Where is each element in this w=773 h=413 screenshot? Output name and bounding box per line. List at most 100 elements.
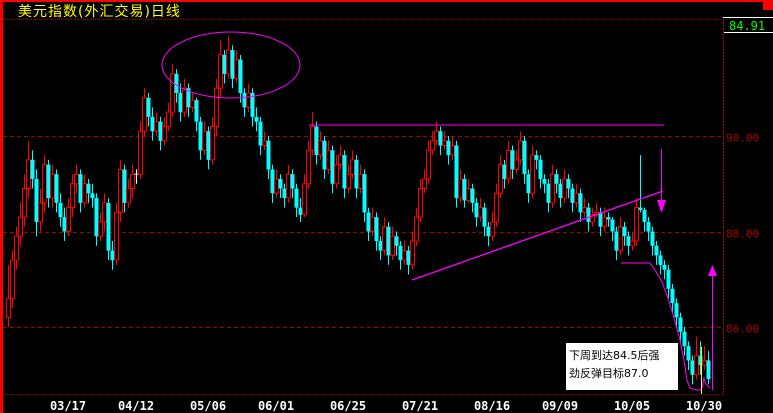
candle-body-up — [514, 159, 519, 170]
annotation-line-2: 劲反弹目标87.0 — [569, 367, 649, 380]
candle — [682, 327, 687, 356]
candle — [70, 174, 75, 218]
candle — [294, 183, 299, 218]
candle — [130, 164, 135, 199]
candle-body-down — [174, 73, 179, 94]
candle — [74, 164, 79, 194]
candle — [314, 121, 319, 165]
candle-body-up — [402, 250, 407, 261]
candle-body-down — [158, 121, 163, 141]
candle — [706, 350, 711, 385]
candle — [310, 112, 315, 156]
candle-body-up — [634, 207, 639, 242]
candle-body-down — [366, 212, 371, 232]
candle — [566, 174, 571, 199]
candle — [382, 217, 387, 256]
candle — [482, 202, 487, 237]
candle — [690, 355, 695, 385]
candle-body-up — [434, 130, 439, 142]
candle-body-down — [298, 207, 303, 215]
candle-body-up — [286, 173, 291, 199]
candle — [126, 178, 131, 208]
candle — [598, 207, 603, 237]
candle — [246, 83, 251, 113]
candle-body-down — [266, 140, 271, 170]
candle-body-up — [310, 125, 315, 151]
candle — [46, 159, 51, 208]
candle-body-down — [438, 131, 443, 146]
candle — [374, 212, 379, 251]
candle — [238, 54, 243, 103]
candle — [462, 174, 467, 208]
candle-body-up — [274, 178, 279, 194]
current-price-label: 84.91 — [723, 17, 773, 33]
candle-body-down — [482, 207, 487, 227]
candle-body-up — [466, 188, 471, 201]
candle-body-down — [686, 346, 691, 361]
candle — [666, 264, 671, 299]
candle — [574, 183, 579, 208]
candle — [198, 116, 203, 160]
y-tick-label: 86.00 — [726, 323, 759, 336]
candle-body-up — [390, 235, 395, 256]
candle — [26, 140, 31, 199]
candle — [230, 45, 235, 89]
candle — [554, 169, 559, 194]
candle-body-up — [74, 173, 79, 185]
candle-body-down — [690, 360, 695, 375]
candle-body-down — [502, 164, 507, 179]
x-tick-label: 06/25 — [330, 399, 366, 413]
candle-body-down — [198, 121, 203, 151]
candle — [258, 116, 263, 156]
candle — [502, 159, 507, 189]
candle — [210, 116, 215, 165]
candle — [618, 217, 623, 256]
candle-body-up — [494, 192, 499, 223]
candle — [670, 284, 675, 313]
support-trendline — [411, 190, 664, 281]
candle — [658, 250, 663, 275]
candle — [274, 169, 279, 199]
candle — [322, 136, 327, 179]
candle — [334, 155, 339, 189]
candle-body-up — [338, 154, 343, 166]
candle-body-down — [546, 183, 551, 203]
candle-body-up — [430, 140, 435, 151]
candle-body-down — [362, 174, 367, 213]
candle — [262, 131, 267, 151]
candle — [426, 140, 431, 184]
candle-body-down — [330, 150, 335, 184]
candle — [378, 236, 383, 261]
candle-body-down — [470, 188, 475, 203]
candle — [458, 169, 463, 203]
candle-body-down — [194, 100, 199, 122]
candle-body-down — [394, 236, 399, 246]
candle-body-down — [178, 93, 183, 113]
candle — [398, 241, 403, 270]
candle — [366, 207, 371, 242]
candle-body-down — [558, 183, 563, 199]
candle — [150, 107, 155, 141]
candle-body-up — [574, 192, 579, 204]
candle — [14, 226, 19, 270]
candle-body-up — [162, 125, 167, 142]
candle-body-up — [202, 130, 207, 151]
candle — [642, 207, 647, 232]
candle-body-down — [122, 169, 127, 203]
candle-body-down — [406, 250, 411, 265]
down-arrow-icon — [657, 200, 666, 213]
candle-body-up — [66, 207, 71, 232]
candle — [430, 131, 435, 156]
candle — [34, 169, 39, 237]
candle-body-up — [618, 226, 623, 252]
candle-body-up — [6, 297, 11, 318]
candle — [634, 198, 639, 246]
candle — [286, 164, 291, 203]
candle — [282, 183, 287, 208]
candle — [498, 155, 503, 199]
candle — [614, 226, 619, 261]
candle — [626, 231, 631, 256]
candle — [646, 217, 651, 242]
candle — [38, 188, 43, 232]
candle-body-up — [478, 207, 483, 218]
